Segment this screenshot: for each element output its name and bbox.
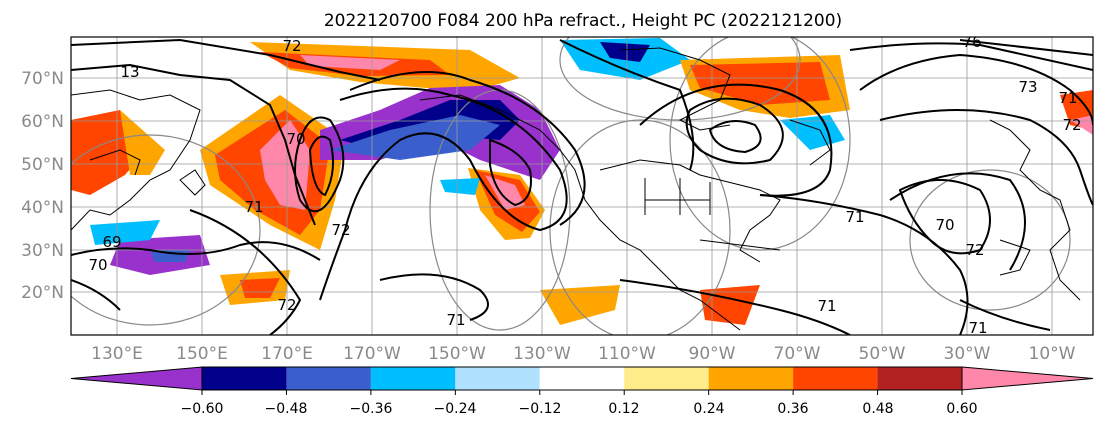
- lon-label: 30°W: [944, 344, 991, 364]
- colorbar-extend-min: [70, 366, 203, 391]
- lon-label: 10°W: [1029, 344, 1076, 364]
- height-contours: [71, 38, 1093, 335]
- shade-cyan-south: [90, 220, 160, 245]
- colorbar-ticks: [201, 390, 963, 395]
- shade-cyan-atlantic: [780, 115, 845, 150]
- graticule: [71, 37, 1093, 335]
- contour-labels: 72 13 70 71 72 69 70 72 71 76 73 71 71 7…: [88, 33, 1081, 337]
- shading-layer: [71, 38, 1093, 325]
- contour-label: 71: [1058, 89, 1077, 107]
- contour-label: 71: [845, 208, 864, 226]
- lon-label: 50°W: [859, 344, 906, 364]
- colorbar-segment: [877, 367, 962, 390]
- contour-label: 76: [962, 33, 981, 51]
- lat-axis: 70°N 60°N 50°N 40°N 30°N 20°N: [21, 69, 64, 303]
- contour-label: 13: [120, 63, 139, 81]
- contour-label: 72: [1062, 116, 1081, 134]
- lon-label: 130°E: [91, 344, 143, 364]
- shade-pink-north: [300, 55, 400, 70]
- colorbar-tick-label: −0.24: [434, 401, 477, 417]
- colorbar-tick-label: −0.12: [519, 401, 562, 417]
- lon-label: 130°W: [513, 344, 571, 364]
- shade-orange-tropics: [540, 285, 620, 325]
- lat-label: 40°N: [21, 198, 64, 218]
- contour-label: 71: [968, 319, 987, 337]
- lon-label: 150°W: [428, 344, 486, 364]
- shade-navy-north: [600, 42, 650, 62]
- lat-label: 20°N: [21, 283, 64, 303]
- colorbar-tick-label: 0.48: [862, 401, 893, 417]
- colorbar-tick-label: −0.48: [265, 401, 308, 417]
- lat-label: 50°N: [21, 155, 64, 175]
- figure-title: 2022120700 F084 200 hPa refract., Height…: [324, 11, 842, 31]
- colorbar-tick-label: 0.24: [693, 401, 724, 417]
- shade-red-south: [240, 278, 280, 298]
- colorbar-extend-max: [961, 366, 1094, 391]
- contour-label: 72: [965, 241, 984, 259]
- colorbar-tick-labels: −0.60 −0.48 −0.36 −0.24 −0.12 0.12 0.24 …: [181, 401, 978, 417]
- lon-label: 70°W: [774, 344, 821, 364]
- colorbar-segment: [286, 367, 371, 390]
- colorbar-tick-label: −0.60: [181, 401, 224, 417]
- lat-label: 30°N: [21, 241, 64, 261]
- colorbar-tick-label: 0.60: [946, 401, 977, 417]
- contour-label: 70: [286, 130, 305, 148]
- contour-label: 73: [1018, 78, 1037, 96]
- coastlines: [71, 47, 1081, 331]
- colorbar-tick-label: 0.36: [777, 401, 808, 417]
- colorbar-segment: [539, 367, 625, 390]
- contour-label: 72: [331, 221, 350, 239]
- colorbar-segment: [624, 367, 709, 390]
- contour-label: 70: [88, 256, 107, 274]
- colorbar-segment: [793, 367, 878, 390]
- lon-label: 170°W: [343, 344, 401, 364]
- contour-label: 72: [277, 296, 296, 314]
- colorbar-segment: [708, 367, 794, 390]
- lat-label: 60°N: [21, 112, 64, 132]
- contour-label: 70: [935, 216, 954, 234]
- colorbar-tick-label: −0.36: [350, 401, 393, 417]
- shade-blue-band: [330, 115, 500, 160]
- lon-label: 90°W: [689, 344, 736, 364]
- map-panel: 72 13 70 71 72 69 70 72 71 76 73 71 71 7…: [70, 33, 1094, 337]
- shade-orange-farwest: [120, 110, 165, 175]
- colorbar-segments: [70, 366, 1094, 391]
- contour-label: 71: [446, 311, 465, 329]
- shade-pink-east: [1070, 115, 1093, 135]
- colorbar: −0.60 −0.48 −0.36 −0.24 −0.12 0.12 0.24 …: [70, 366, 1094, 417]
- colorbar-segment: [370, 367, 456, 390]
- lon-label: 150°E: [176, 344, 228, 364]
- map-frame: [70, 36, 1094, 336]
- lat-label: 70°N: [21, 69, 64, 89]
- contour-label: 71: [244, 198, 263, 216]
- lon-label: 110°W: [598, 344, 656, 364]
- colorbar-segment: [202, 367, 287, 390]
- shade-cyan-pacific: [440, 178, 480, 195]
- contour-label: 69: [102, 233, 121, 251]
- colorbar-tick-label: 0.12: [608, 401, 639, 417]
- lon-axis: 130°E 150°E 170°E 170°W 150°W 130°W 110°…: [91, 344, 1076, 364]
- colorbar-segment: [455, 367, 540, 390]
- contour-label: 72: [282, 37, 301, 55]
- colorbar-outline: [201, 366, 963, 391]
- contour-label: 71: [817, 297, 836, 315]
- lon-label: 170°E: [261, 344, 313, 364]
